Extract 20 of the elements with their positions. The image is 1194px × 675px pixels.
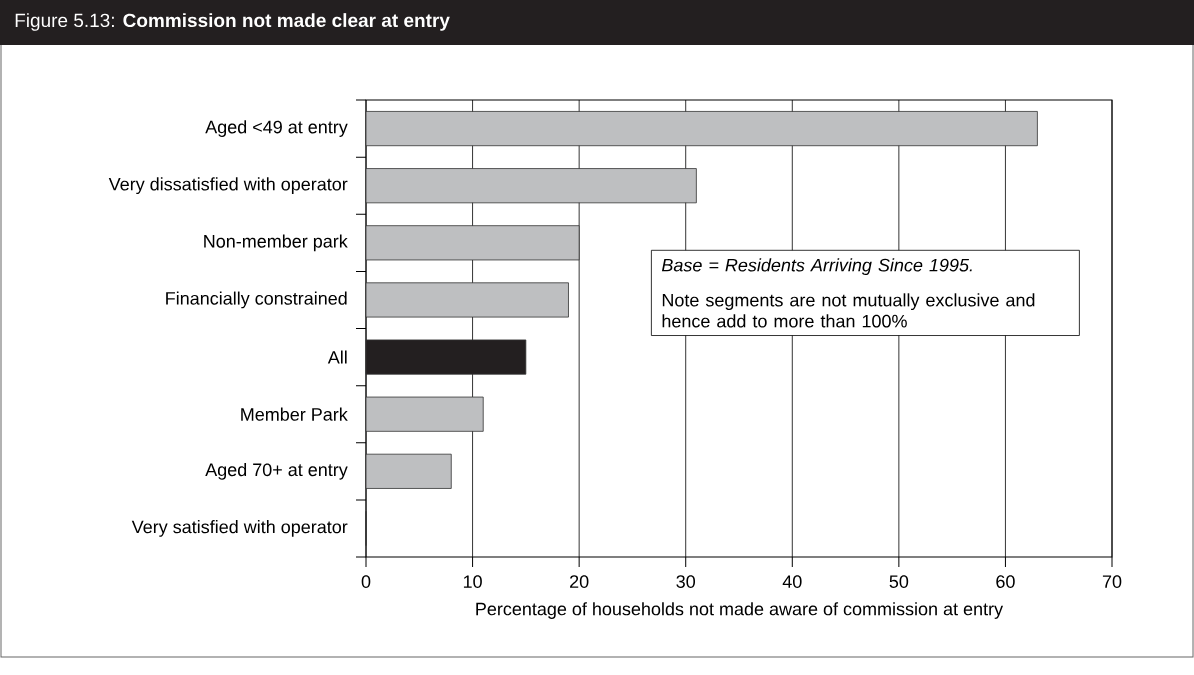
x-tick-label: 50 (889, 575, 909, 588)
y-tick-label: Very satisfied with operator (131, 520, 348, 537)
x-tick-label: 30 (676, 575, 696, 588)
x-axis-title: Percentage of households not made aware of commission at entry (476, 602, 1004, 619)
y-tick-label: Aged <49 at entry (205, 120, 348, 137)
chart-title: Figure 5.13: Commission not made clear at entry (15, 13, 450, 31)
x-tick-label: 40 (782, 575, 802, 588)
y-tick-label: Financially constrained (166, 291, 347, 309)
y-tick-label: Member Park (241, 407, 348, 421)
y-tick-label: Very dissatisfied with operator (108, 177, 348, 195)
x-tick-label: 10 (463, 575, 482, 588)
x-tick-label: 20 (570, 575, 589, 588)
y-tick-label: Non-member park (204, 234, 348, 252)
y-tick-label: Aged 70+ at entry (205, 462, 348, 480)
annotation: Note segments are not mutually exclusive and hence add to more than 100% (662, 293, 1035, 328)
x-tick-label: 0 (361, 575, 371, 588)
x-tick-label: 70 (1102, 575, 1122, 588)
annotation: Base = Residents Arriving Since 1995. (661, 258, 972, 276)
y-tick-label: All (327, 350, 347, 364)
x-tick-label: 60 (996, 575, 1015, 588)
